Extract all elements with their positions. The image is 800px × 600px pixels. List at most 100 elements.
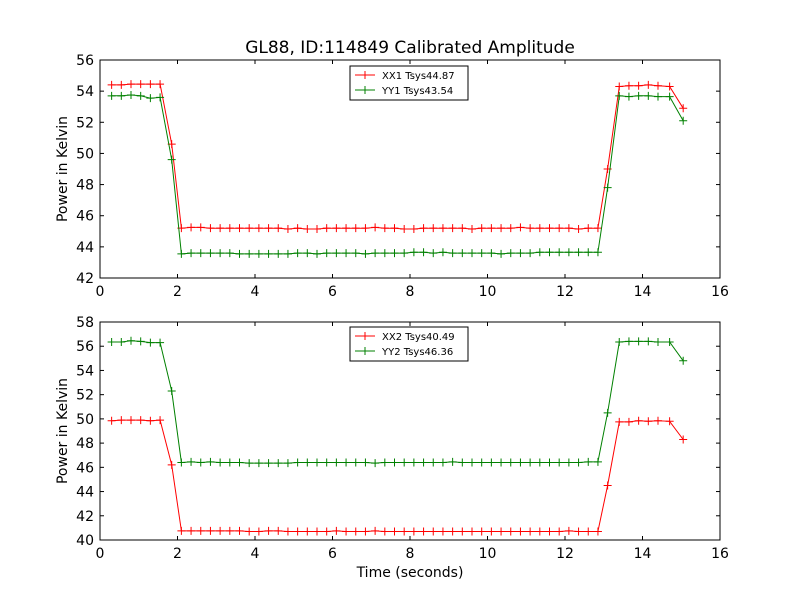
data-point bbox=[468, 527, 476, 536]
data-point bbox=[313, 527, 321, 536]
data-point bbox=[283, 224, 292, 233]
data-point bbox=[313, 458, 321, 467]
data-point bbox=[634, 337, 643, 346]
y-tick-label: 46 bbox=[76, 460, 94, 476]
data-point bbox=[264, 224, 273, 233]
data-point bbox=[497, 224, 506, 233]
x-tick-label: 2 bbox=[173, 284, 182, 300]
data-point bbox=[322, 249, 331, 258]
data-point bbox=[206, 249, 215, 258]
data-point bbox=[206, 224, 215, 233]
data-point bbox=[274, 249, 283, 258]
data-point bbox=[332, 224, 341, 233]
data-point bbox=[313, 249, 321, 258]
y-tick-label: 42 bbox=[76, 271, 94, 287]
data-point bbox=[351, 224, 360, 233]
data-point bbox=[107, 337, 116, 346]
data-point bbox=[225, 224, 234, 233]
data-point bbox=[351, 527, 360, 536]
data-point bbox=[429, 527, 438, 536]
data-point bbox=[497, 527, 506, 536]
data-point bbox=[187, 249, 196, 258]
data-point bbox=[654, 81, 662, 90]
legend-box bbox=[349, 65, 469, 101]
legend-marker bbox=[361, 71, 369, 79]
data-point bbox=[264, 459, 273, 468]
data-point bbox=[187, 223, 196, 232]
data-point bbox=[487, 458, 496, 467]
data-point bbox=[177, 526, 186, 535]
data-point bbox=[146, 94, 155, 103]
data-point bbox=[225, 458, 234, 467]
data-point bbox=[235, 526, 244, 535]
data-point bbox=[351, 249, 360, 258]
data-point bbox=[545, 527, 554, 536]
data-point bbox=[196, 223, 205, 232]
legend-marker bbox=[361, 347, 369, 355]
legend-label: YY1 Tsys43.54 bbox=[381, 86, 453, 97]
data-point bbox=[235, 249, 244, 258]
data-point bbox=[332, 526, 341, 535]
x-tick-label: 8 bbox=[406, 284, 415, 300]
data-point bbox=[274, 224, 283, 233]
data-point bbox=[127, 336, 135, 345]
data-point bbox=[409, 224, 418, 233]
data-point bbox=[196, 526, 205, 535]
legend: XX2 Tsys40.49 YY2 Tsys46.36 bbox=[349, 326, 469, 362]
data-point bbox=[644, 91, 653, 100]
y-tick-label: 48 bbox=[76, 178, 94, 194]
data-point bbox=[117, 337, 126, 346]
data-point bbox=[506, 249, 515, 258]
data-point bbox=[107, 80, 116, 89]
data-point bbox=[127, 91, 135, 100]
data-point bbox=[361, 224, 370, 233]
data-point bbox=[516, 458, 525, 467]
data-point bbox=[665, 82, 674, 91]
legend-label: XX1 Tsys44.87 bbox=[382, 71, 455, 82]
x-tick-label: 14 bbox=[634, 284, 652, 300]
data-point bbox=[371, 249, 380, 258]
figure-title: GL88, ID:114849 Calibrated Amplitude bbox=[245, 38, 575, 58]
data-point bbox=[535, 224, 544, 233]
data-point bbox=[634, 416, 643, 425]
data-point bbox=[477, 249, 486, 258]
data-point bbox=[526, 458, 535, 467]
legend-label: XX2 Tsys40.49 bbox=[382, 332, 455, 343]
data-point bbox=[264, 526, 273, 535]
data-point bbox=[351, 458, 360, 467]
data-point bbox=[127, 416, 135, 425]
data-point bbox=[322, 458, 331, 467]
data-point bbox=[371, 526, 380, 535]
x-tick-label: 2 bbox=[173, 546, 182, 562]
data-point bbox=[303, 249, 312, 258]
x-tick-label: 0 bbox=[96, 284, 105, 300]
data-point bbox=[526, 249, 535, 258]
y-axis-label: Power in Kelvin bbox=[55, 116, 71, 222]
data-point bbox=[574, 248, 583, 257]
data-point bbox=[235, 224, 244, 233]
data-point bbox=[361, 458, 370, 467]
data-point bbox=[225, 249, 234, 258]
data-point bbox=[342, 224, 351, 233]
data-point bbox=[654, 337, 662, 346]
legend-marker bbox=[361, 332, 369, 340]
data-point bbox=[245, 249, 254, 258]
data-point bbox=[468, 224, 476, 233]
y-tick-label: 50 bbox=[76, 146, 94, 162]
data-point bbox=[555, 224, 564, 233]
x-tick-label: 12 bbox=[556, 546, 574, 562]
data-point bbox=[332, 458, 341, 467]
data-point bbox=[624, 417, 633, 426]
x-tick-label: 8 bbox=[406, 546, 415, 562]
data-point bbox=[177, 249, 186, 258]
data-point bbox=[593, 457, 602, 466]
data-point bbox=[342, 527, 351, 536]
data-point bbox=[506, 527, 515, 536]
y-tick-label: 44 bbox=[76, 485, 94, 501]
data-point bbox=[665, 92, 674, 101]
data-point bbox=[303, 458, 312, 467]
data-point bbox=[516, 527, 525, 536]
data-point bbox=[477, 527, 486, 536]
data-point bbox=[127, 80, 135, 89]
data-point bbox=[545, 248, 554, 257]
